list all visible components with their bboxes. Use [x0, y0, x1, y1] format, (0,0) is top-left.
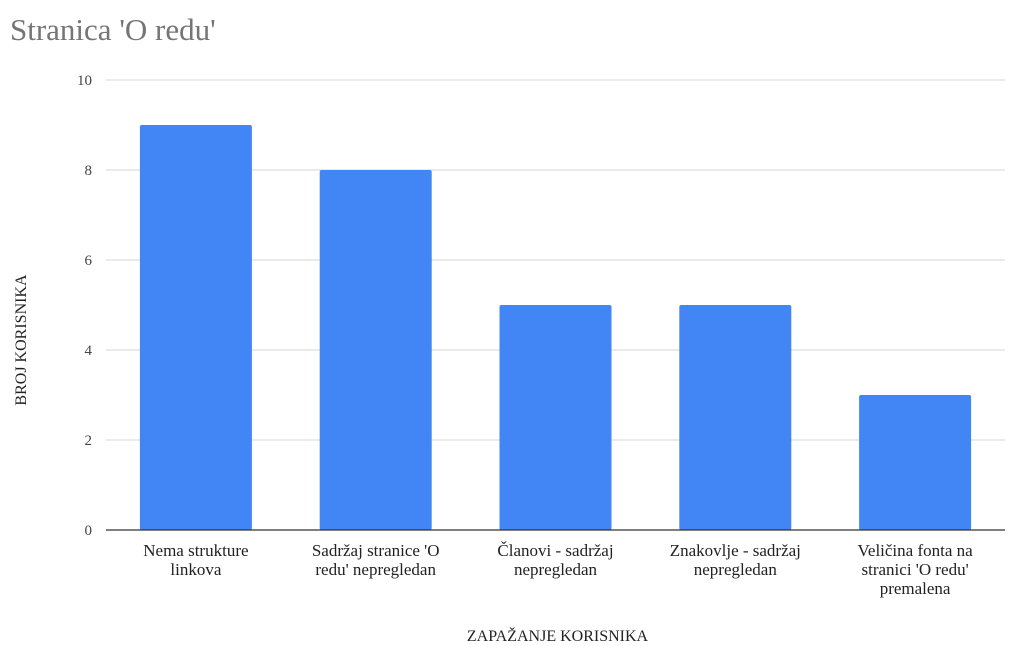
x-tick-label-line: Nema strukture [143, 541, 248, 560]
y-tick-label: 2 [85, 433, 93, 449]
bar [499, 305, 612, 530]
bar [679, 305, 792, 530]
bars [139, 125, 972, 530]
x-tick-label-line: Znakovlje - sadržaj [670, 541, 801, 560]
y-axis-ticks: 0 2 4 6 8 10 [77, 73, 93, 539]
x-tick-label-line: redu' nepregledan [315, 560, 436, 579]
x-tick-label-line: linkova [170, 560, 221, 579]
x-tick-label-line: premalena [880, 579, 951, 598]
y-tick-label: 4 [85, 343, 93, 359]
bar [319, 170, 432, 530]
x-tick-label-line: nepregledan [694, 560, 778, 579]
x-tick-label-line: nepregledan [514, 560, 598, 579]
y-axis-title: BROJ KORISNIKA [13, 274, 30, 406]
bar [859, 395, 972, 530]
x-axis-title: ZAPAŽANJE KORISNIKA [467, 626, 649, 645]
y-tick-label: 8 [85, 163, 93, 179]
x-tick-label-line: Sadržaj stranice 'O [312, 541, 440, 560]
bar [139, 125, 252, 530]
x-tick-label-line: Veličina fonta na [858, 541, 974, 560]
chart-title: Stranica 'O redu' [10, 12, 216, 47]
x-tick-label-line: stranici 'O redu' [862, 560, 969, 579]
y-tick-label: 10 [77, 73, 92, 89]
y-tick-label: 0 [85, 523, 93, 539]
y-tick-label: 6 [85, 253, 93, 269]
x-tick-label-line: Članovi - sadržaj [497, 541, 613, 560]
